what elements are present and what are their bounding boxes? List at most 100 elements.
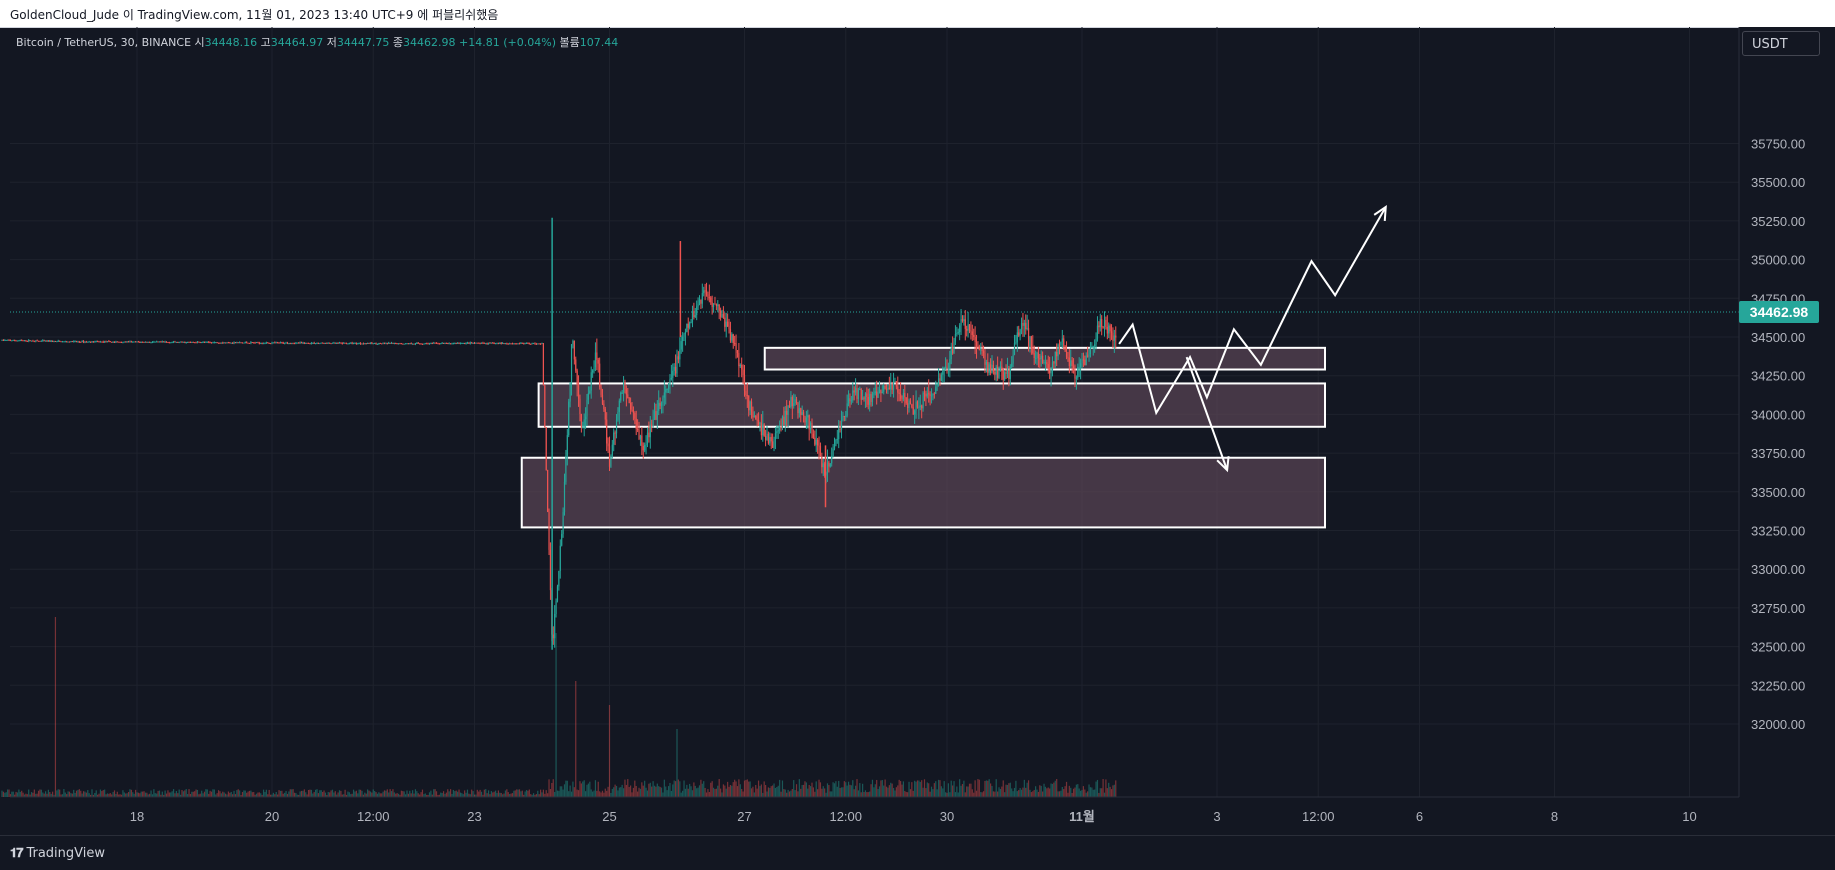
candle-body: [275, 342, 277, 344]
volume-bar: [631, 792, 633, 797]
volume-bar: [1008, 783, 1010, 797]
volume-bar: [116, 791, 118, 797]
projection-line[interactable]: [1118, 206, 1387, 416]
volume-bar: [59, 789, 61, 797]
candle-body: [161, 341, 163, 343]
candle-body: [558, 570, 560, 587]
symbol-label: Bitcoin / TetherUS, 30, BINANCE: [16, 36, 192, 49]
volume-bar: [382, 791, 384, 797]
volume-bar: [222, 791, 224, 797]
candle-body: [437, 343, 439, 345]
volume-bar: [499, 792, 501, 797]
candle-body: [47, 340, 50, 342]
candle-body: [414, 343, 417, 345]
candle-body: [549, 549, 552, 591]
candle-body: [625, 389, 627, 395]
candle-body: [853, 390, 855, 393]
tradingview-logo[interactable]: 𝟏𝟕 TradingView: [10, 846, 105, 861]
volume-bar: [389, 789, 391, 797]
candle-body: [570, 344, 573, 383]
volume-bar: [102, 790, 104, 797]
volume-bar: [743, 780, 746, 797]
volume-bar: [580, 783, 582, 797]
candle-body: [566, 435, 568, 456]
volume-bar: [374, 791, 376, 797]
volume-bar: [646, 790, 649, 797]
volume-bar: [253, 791, 255, 797]
candle-body: [1113, 335, 1115, 341]
candle-body: [1094, 344, 1096, 347]
candle-body: [400, 343, 402, 345]
volume-bar: [462, 794, 464, 797]
volume-bar: [1, 790, 3, 797]
price-axis[interactable]: 35750.0035500.0035250.0035000.0034750.00…: [1738, 27, 1835, 797]
candle-body: [388, 342, 390, 344]
volume-bar: [677, 779, 680, 797]
volume-bar: [426, 794, 428, 797]
price-chart[interactable]: 35750.0035500.0035250.0035000.0034750.00…: [0, 27, 1835, 835]
projection-paths[interactable]: [1118, 204, 1387, 473]
candle-body: [504, 343, 507, 345]
candle-body: [424, 343, 426, 345]
candle-body: [1043, 362, 1045, 364]
volume-bar: [269, 794, 272, 797]
candle-body: [682, 336, 684, 342]
candle-body: [715, 304, 717, 306]
candle-body: [392, 342, 394, 344]
candle-body: [378, 342, 380, 344]
volume-bar: [849, 784, 851, 797]
candle-body: [652, 419, 654, 426]
volume-bar: [399, 794, 401, 797]
candle-body: [191, 341, 193, 343]
volume-bar: [420, 792, 422, 797]
candle-body: [1081, 359, 1083, 364]
candle-body: [369, 342, 372, 344]
zone-rect[interactable]: [763, 346, 1326, 371]
volume-bar: [1082, 786, 1085, 797]
time-tick-label: 18: [130, 809, 144, 824]
volume-bar: [188, 789, 190, 797]
candle-body: [43, 340, 45, 342]
candle-body: [870, 393, 872, 402]
zone-rect[interactable]: [520, 456, 1326, 529]
volume-bar: [773, 783, 775, 797]
volume-bar: [208, 793, 210, 797]
candle-body: [914, 410, 916, 415]
volume-bar: [787, 789, 789, 797]
candle-body: [1049, 369, 1051, 374]
price-tick-label: 33250.00: [1751, 524, 1805, 539]
candle-body: [892, 381, 895, 390]
candle-body: [586, 399, 588, 417]
volume-bar: [1061, 786, 1063, 797]
candle-body: [296, 342, 298, 344]
volume-bar: [667, 786, 670, 797]
volume-bar: [163, 794, 165, 797]
candle-body: [762, 424, 764, 436]
candle-body: [102, 341, 104, 343]
candle-body: [779, 427, 781, 431]
volume-bar: [226, 794, 228, 797]
volume-bar: [1088, 784, 1090, 797]
volume-bar: [822, 786, 824, 797]
candle-body: [327, 342, 329, 344]
volume-bar: [170, 792, 172, 797]
candle-body: [35, 340, 37, 342]
volume-bar: [881, 780, 883, 797]
currency-button[interactable]: USDT: [1742, 31, 1820, 56]
candle-body: [372, 343, 374, 345]
volume-bar: [736, 786, 739, 797]
projection-line[interactable]: [1185, 356, 1229, 471]
volume-bar: [542, 789, 545, 797]
time-axis[interactable]: 18 20 12:00 23 25 27 12:00 30 11월 3 12:00 6 8 10: [0, 796, 1835, 835]
candle-body: [347, 343, 349, 345]
volume-bar: [191, 791, 193, 797]
candle-body: [312, 342, 314, 344]
candle-body: [246, 342, 248, 344]
candle-body: [344, 342, 346, 344]
projection-arrowhead: [1216, 456, 1230, 473]
candle-body: [538, 343, 540, 345]
candle-body: [455, 343, 457, 345]
candle-body: [793, 403, 795, 407]
volume-bar: [1075, 784, 1077, 797]
candle-body: [596, 352, 598, 360]
